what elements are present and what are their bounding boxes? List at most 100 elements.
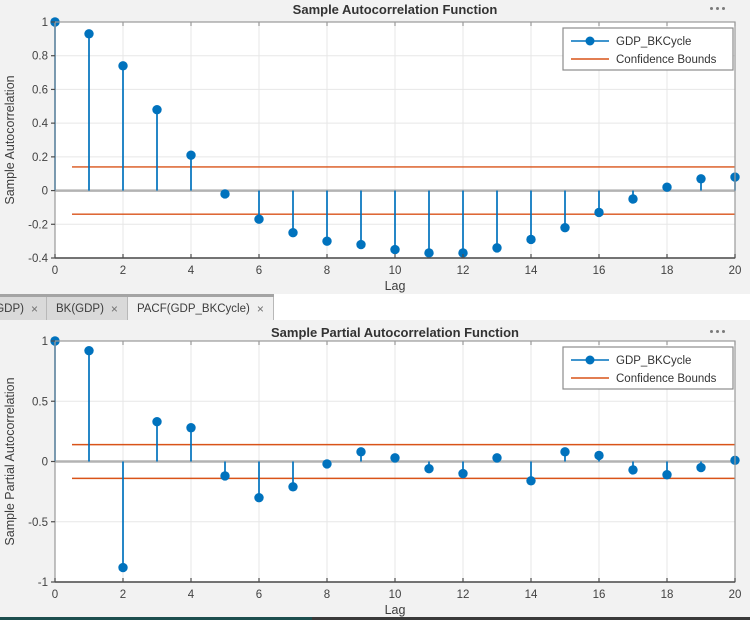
acf-marker-lag-8[interactable] xyxy=(322,236,332,246)
tab-close-icon[interactable]: × xyxy=(30,301,38,316)
ellipsis-dot xyxy=(722,7,725,10)
pacf-marker-lag-13[interactable] xyxy=(492,453,502,463)
ellipsis-dot xyxy=(716,7,719,10)
pacf-chart-panel: Sample Partial Autocorrelation Function … xyxy=(0,320,750,617)
acf-marker-lag-11[interactable] xyxy=(424,248,434,258)
tab-gdp[interactable]: GDP) × xyxy=(0,297,47,320)
acf-x-axis-label: Lag xyxy=(385,279,406,293)
pacf-marker-lag-18[interactable] xyxy=(662,470,672,480)
x-tick-label: 2 xyxy=(120,265,126,277)
pacf-marker-lag-15[interactable] xyxy=(560,447,570,457)
y-tick-label: -0.2 xyxy=(28,219,48,231)
tab-close-icon[interactable]: × xyxy=(256,301,264,316)
acf-marker-lag-19[interactable] xyxy=(696,174,706,184)
ellipsis-dot xyxy=(710,330,713,333)
x-tick-label: 8 xyxy=(324,589,330,601)
tab-pacf-gdp-bkcycle[interactable]: PACF(GDP_BKCycle) × xyxy=(127,297,274,320)
y-tick-label: 0 xyxy=(42,186,48,198)
y-tick-label: 0.6 xyxy=(32,84,48,96)
acf-marker-lag-18[interactable] xyxy=(662,182,672,192)
x-tick-label: 10 xyxy=(389,265,402,277)
acf-marker-lag-9[interactable] xyxy=(356,239,366,250)
acf-marker-lag-1[interactable] xyxy=(84,29,94,39)
x-tick-label: 18 xyxy=(661,265,674,277)
tab-bk-gdp[interactable]: BK(GDP) × xyxy=(47,297,128,320)
tabs-strip: GDP) × BK(GDP) × PACF(GDP_BKCycle) × xyxy=(0,294,274,320)
y-tick-label: -1 xyxy=(38,577,48,589)
x-tick-label: 6 xyxy=(256,265,262,277)
acf-marker-lag-10[interactable] xyxy=(390,244,400,255)
tab-close-icon[interactable]: × xyxy=(110,301,118,316)
y-tick-label: 0.4 xyxy=(32,118,49,130)
acf-chart-title: Sample Autocorrelation Function xyxy=(292,2,498,17)
x-tick-label: 18 xyxy=(661,589,674,601)
legend-marker-sample xyxy=(585,36,595,46)
acf-marker-lag-12[interactable] xyxy=(458,248,468,258)
pacf-marker-lag-1[interactable] xyxy=(84,345,94,356)
pacf-marker-lag-6[interactable] xyxy=(254,492,264,503)
x-tick-label: 20 xyxy=(729,265,742,277)
ellipsis-dot xyxy=(716,330,719,333)
pacf-marker-lag-4[interactable] xyxy=(186,423,196,433)
tab-label: GDP) xyxy=(0,302,24,315)
chart-options-icon[interactable] xyxy=(707,327,728,336)
chart-options-icon[interactable] xyxy=(707,4,728,13)
tab-label: BK(GDP) xyxy=(56,302,104,315)
x-tick-label: 16 xyxy=(593,589,606,601)
pacf-marker-lag-5[interactable] xyxy=(220,471,230,481)
x-tick-label: 4 xyxy=(188,265,195,277)
acf-marker-lag-5[interactable] xyxy=(220,189,230,199)
y-tick-label: 0 xyxy=(42,457,48,469)
pacf-marker-lag-14[interactable] xyxy=(526,476,536,486)
acf-marker-lag-4[interactable] xyxy=(186,150,196,160)
pacf-chart-title: Sample Partial Autocorrelation Function xyxy=(271,325,519,340)
y-tick-label: -0.4 xyxy=(28,253,48,265)
legend-entry-label: GDP_BKCycle xyxy=(616,355,691,367)
pacf-marker-lag-10[interactable] xyxy=(390,453,400,463)
acf-marker-lag-15[interactable] xyxy=(560,222,570,233)
acf-marker-lag-6[interactable] xyxy=(254,214,264,224)
y-tick-label: 0.5 xyxy=(32,396,48,408)
y-tick-label: 1 xyxy=(42,336,48,348)
ellipsis-dot xyxy=(710,7,713,10)
pacf-y-axis-label: Sample Partial Autocorrelation xyxy=(3,377,17,545)
acf-chart-panel: Sample Autocorrelation Function 0 2 4 6 8 10 1… xyxy=(0,0,750,294)
pacf-marker-lag-9[interactable] xyxy=(356,447,366,457)
pacf-marker-lag-12[interactable] xyxy=(458,468,468,479)
pacf-marker-lag-2[interactable] xyxy=(118,562,128,573)
acf-marker-lag-7[interactable] xyxy=(288,228,298,238)
acf-plot: 0 2 4 6 8 10 12 14 16 18 20 1 0.8 0.6 0.4 0.2 0 -0.2 -0.4 L… xyxy=(3,17,742,293)
x-tick-label: 10 xyxy=(389,589,402,601)
x-tick-label: 20 xyxy=(729,589,742,601)
x-tick-label: 6 xyxy=(256,589,262,601)
pacf-marker-lag-8[interactable] xyxy=(322,459,332,469)
acf-marker-lag-14[interactable] xyxy=(526,234,536,245)
pacf-marker-lag-16[interactable] xyxy=(594,450,604,461)
acf-legend-box xyxy=(562,27,734,71)
pacf-marker-lag-3[interactable] xyxy=(152,417,162,427)
acf-marker-lag-3[interactable] xyxy=(152,104,162,115)
acf-marker-lag-17[interactable] xyxy=(628,194,638,204)
y-tick-label: -0.5 xyxy=(28,517,48,529)
pacf-marker-lag-11[interactable] xyxy=(424,464,434,474)
window-edge-right xyxy=(312,617,750,620)
x-tick-label: 0 xyxy=(52,265,58,277)
legend-marker-sample xyxy=(585,355,595,365)
pacf-marker-lag-19[interactable] xyxy=(696,462,706,473)
pacf-marker-lag-7[interactable] xyxy=(288,482,298,492)
legend-entry-label: Confidence Bounds xyxy=(616,54,717,66)
x-tick-label: 12 xyxy=(457,589,470,601)
x-tick-label: 8 xyxy=(324,265,330,277)
acf-marker-lag-16[interactable] xyxy=(594,207,604,218)
acf-marker-lag-2[interactable] xyxy=(118,61,128,71)
tab-bar-empty-area xyxy=(273,294,750,320)
pacf-x-axis-label: Lag xyxy=(385,603,406,617)
legend-entry-label: Confidence Bounds xyxy=(616,373,717,385)
x-tick-label: 0 xyxy=(52,589,58,601)
pacf-legend-box xyxy=(562,346,734,390)
pacf-plot: 0 2 4 6 8 10 12 14 16 18 20 1 0.5 0 -0.5 -1 Lag Sample Pa… xyxy=(3,336,742,617)
acf-marker-lag-13[interactable] xyxy=(492,243,502,253)
pacf-marker-lag-17[interactable] xyxy=(628,465,638,475)
x-tick-label: 12 xyxy=(457,265,470,277)
x-tick-label: 16 xyxy=(593,265,606,277)
